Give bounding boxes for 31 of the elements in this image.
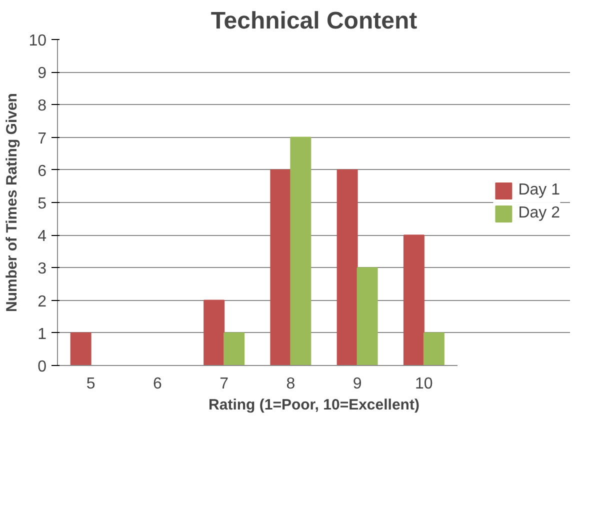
x-tick-label: 10: [415, 376, 433, 392]
y-tick-label: 4: [38, 228, 47, 246]
x-tick-label: 7: [220, 376, 229, 392]
bar: [356, 267, 378, 366]
y-tick-label: 1: [38, 326, 47, 343]
y-tick-label: 3: [38, 260, 47, 278]
bar: [336, 169, 358, 366]
bar: [403, 234, 424, 366]
y-tick-label: 5: [38, 196, 47, 212]
bar: [423, 332, 444, 366]
x-tick-label: 9: [352, 376, 362, 392]
y-tick-label: 6: [38, 162, 47, 180]
legend-label: Day 1: [518, 182, 560, 200]
bar: [270, 169, 292, 366]
bar: [70, 332, 92, 366]
y-tick-label: 8: [38, 98, 47, 115]
x-tick-label: 6: [152, 376, 162, 392]
y-tick-label: 10: [28, 32, 47, 50]
chart-title: Technical Content: [210, 8, 418, 34]
x-tick-label: 8: [286, 376, 296, 392]
legend-label: Day 2: [518, 204, 560, 222]
x-axis-title: Rating (1=Poor, 10=Excellent): [208, 396, 420, 414]
bar: [224, 332, 245, 366]
y-axis-title: Number of Times Rating Given: [4, 93, 21, 312]
y-tick-label: 2: [38, 293, 47, 310]
x-tick-label: 5: [86, 376, 96, 392]
bar: [204, 300, 225, 366]
y-tick-label: 9: [38, 65, 47, 82]
bar: [290, 136, 312, 366]
y-tick-label: 0: [38, 358, 47, 376]
y-tick-label: 7: [38, 130, 47, 148]
